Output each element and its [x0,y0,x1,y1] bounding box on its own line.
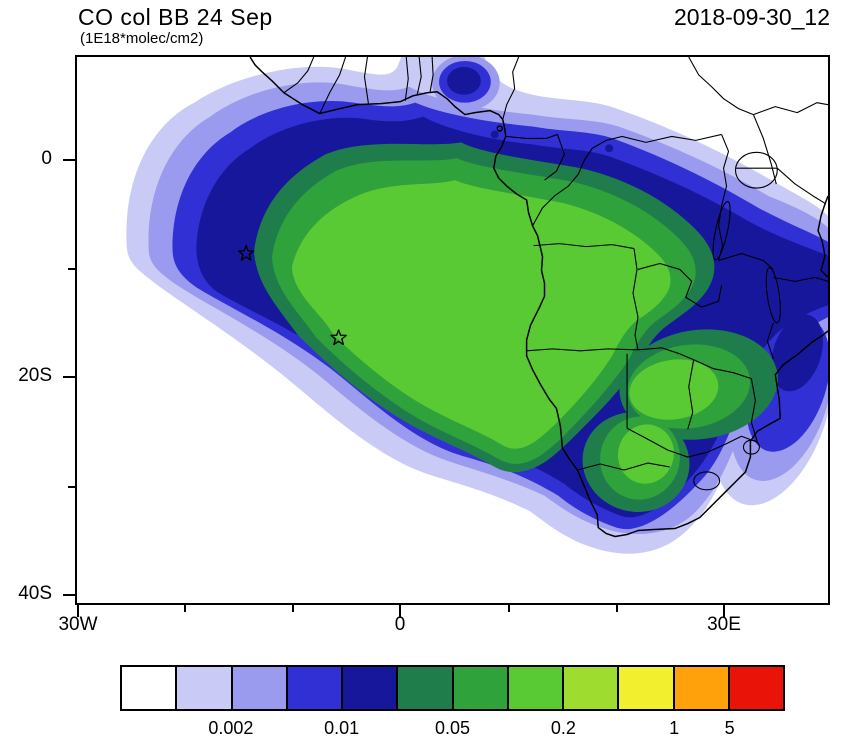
x-axis-tick-major [399,605,401,617]
colorbar-cell-4 [343,667,399,709]
map-plot-frame [75,55,830,605]
colorbar-label-0.2: 0.2 [550,718,576,738]
colorbar-cell-9 [619,667,675,709]
colorbar [120,665,785,711]
colorbar-label-1: 1 [669,718,680,738]
x-axis-tick-minor [616,605,618,612]
valid-time-label: 2018-09-30_12 [673,4,830,30]
x-axis-label-30e: 30E [707,614,741,635]
y-axis-label-40s: 40S [18,583,52,604]
station-markers [237,244,347,346]
x-axis-tick-major [77,605,79,617]
colorbar-cell-8 [564,667,620,709]
bioko-island [496,125,503,132]
contour-region-0.01-secoast [771,314,823,392]
eswatini-border [742,439,760,455]
colorbar-cell-7 [508,667,564,709]
colorbar-cell-2 [232,667,288,709]
y-axis-tick-major [63,159,75,161]
colorbar-cell-1 [177,667,233,709]
colorbar-label-0.002: 0.002 [208,718,254,738]
y-axis-tick-major [63,376,75,378]
contour-speck [605,144,614,153]
page-title: CO col BB 24 Sep [78,4,273,30]
lake-tanganyika [712,201,731,261]
contour-speck [490,130,499,139]
contour-map-svg [126,57,828,554]
contour-region-0.1-east [629,359,719,420]
y-axis-label-0: 0 [41,148,52,169]
lesotho-border [693,471,721,491]
x-axis-tick-minor [508,605,510,612]
colorbar-cell-6 [453,667,509,709]
colorbar-cell-0 [122,667,178,709]
units-label: (1E18*molec/cm2) [80,30,204,47]
colorbar-labels: 0.002 0.01 0.05 0.2 1 5 [120,718,785,742]
contour-region-0.1-southafrica [617,424,674,484]
colorbar-label-5: 5 [724,718,735,738]
colorbar-cell-3 [287,667,343,709]
y-axis-label-20s: 20S [18,365,52,386]
x-axis-tick-minor [292,605,294,612]
colorbar-cell-11 [729,667,783,709]
x-axis-label-30w: 30W [58,614,98,635]
x-axis-tick-major [723,605,725,617]
africa-coastline-east [817,195,828,278]
coastline [249,57,828,538]
contour-region-0.1 [291,180,671,449]
country-borders [283,57,828,491]
lake-victoria [734,151,778,189]
y-axis-tick-major [63,594,75,596]
x-axis-label-0: 0 [394,614,406,635]
colorbar-label-0.01: 0.01 [324,718,360,738]
africa-coastline-west [249,57,828,538]
star-marker-ascension [237,244,255,261]
y-axis-tick-minor [68,486,75,488]
x-axis-tick-minor [184,605,186,612]
contour-region-0.01-nigeria [447,66,481,95]
contour-fill-layers [126,57,828,554]
colorbar-label-0.05: 0.05 [434,718,471,738]
colorbar-cell-10 [674,667,730,709]
star-marker-sthelena [330,329,347,346]
colorbar-cell-5 [398,667,454,709]
lake-malawi [765,267,781,324]
y-axis-tick-minor [68,268,75,270]
